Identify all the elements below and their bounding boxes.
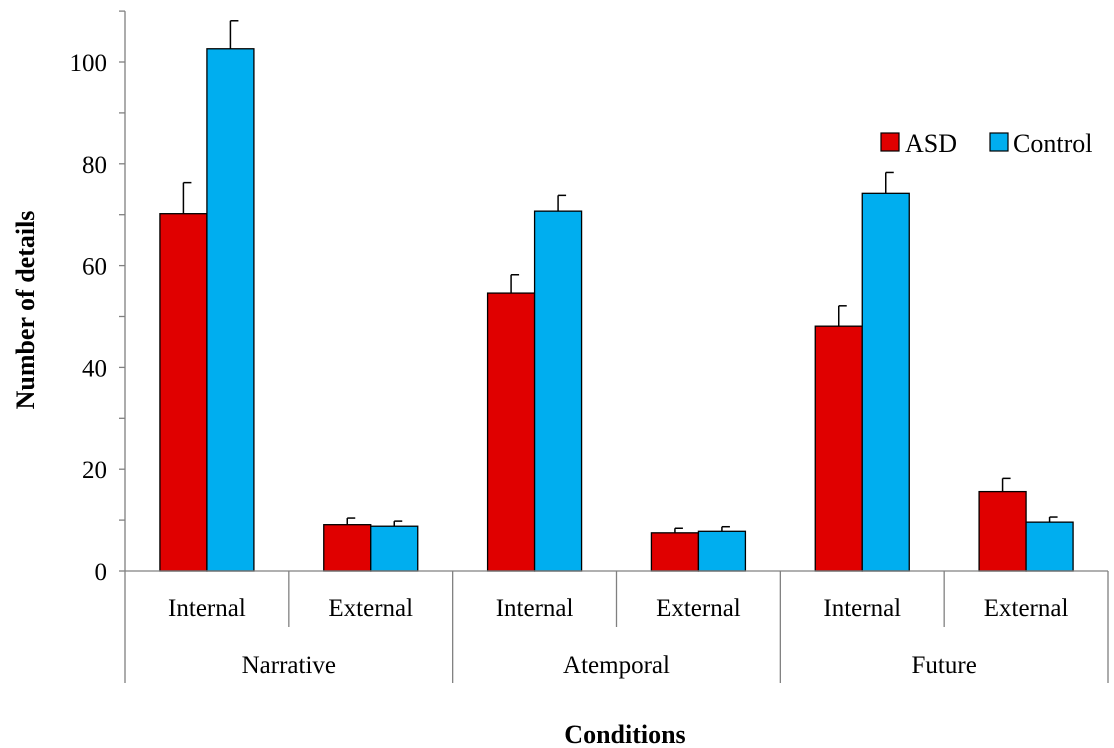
bar-asd-3 [650, 532, 700, 572]
bar-control-4 [861, 192, 910, 572]
x-category-label: External [984, 595, 1069, 622]
bar-asd-4 [814, 325, 863, 572]
legend-swatch-control [989, 132, 1009, 152]
y-tick-label: 60 [82, 254, 107, 281]
x-axis: Internal External Internal External Internal… [124, 570, 1109, 683]
x-category-label: External [328, 595, 413, 622]
bar-asd-5 [978, 490, 1027, 572]
bar-asd-1 [323, 524, 372, 572]
x-axis-title: Conditions [564, 720, 685, 748]
x-category-label: Internal [496, 595, 574, 622]
x-group-label: Future [912, 652, 977, 679]
bar-control-1 [370, 525, 419, 572]
y-tick-label: 20 [82, 457, 107, 484]
x-category-label: External [656, 595, 741, 622]
x-group-label: Atemporal [563, 652, 670, 679]
x-group-label: Narrative [242, 652, 336, 679]
bar-asd-0 [159, 213, 208, 572]
y-axis-title: Number of details [11, 211, 40, 410]
legend-label-control: Control [1013, 129, 1092, 158]
y-tick-label: 100 [70, 50, 108, 77]
bar-asd-2 [486, 292, 536, 572]
y-tick-label: 80 [82, 152, 107, 179]
bars-layer [159, 20, 1074, 572]
legend-swatch-asd [880, 132, 900, 152]
bar-control-2 [533, 210, 583, 572]
bar-control-5 [1025, 521, 1074, 572]
legend: ASD Control [880, 129, 1092, 158]
y-tick-label: 0 [95, 559, 108, 586]
bar-control-0 [206, 48, 255, 572]
y-axis: 0 20 40 60 80 100 [70, 10, 126, 586]
legend-label-asd: ASD [905, 129, 957, 158]
x-category-label: Internal [823, 595, 901, 622]
bar-control-3 [697, 530, 747, 572]
y-tick-label: 40 [82, 355, 107, 382]
x-category-label: Internal [168, 595, 246, 622]
